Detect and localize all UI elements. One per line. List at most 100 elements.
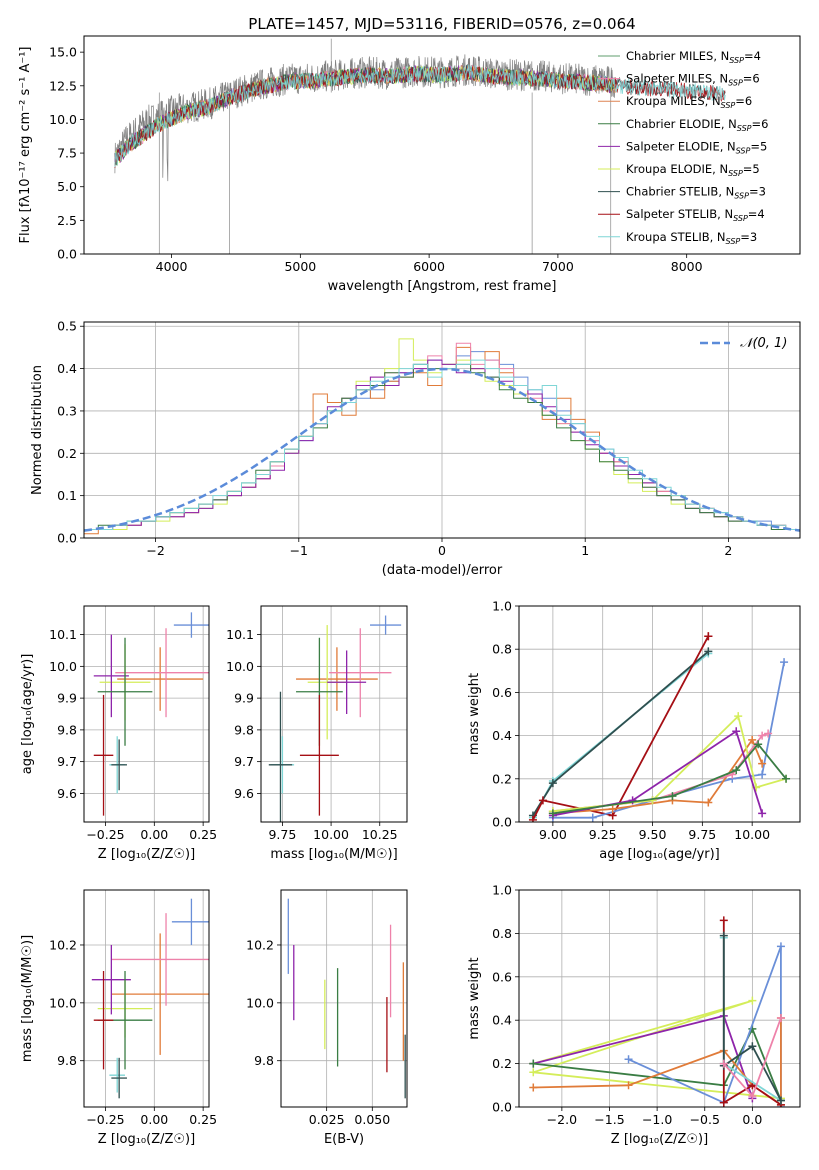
panel-age_weight: 9.00 9.25 9.50 9.75 10.00 0.0 0.2 0.4 0.6 0.8 1.0 a… [467,599,801,862]
legend-label-sub: SSP [728,169,743,178]
legend-label-main: Chabrier ELODIE, N [626,117,737,131]
panel-mass_age: 9.75 10.00 10.25 9.6 9.7 9.8 9.9 10.0 10.1 mass [… [226,605,408,862]
y-tick-label: 0.6 [492,969,512,984]
y-tick-label: 0.3 [57,403,77,418]
panel-z_weight: −2.0 −1.5 −1.0 −0.5 0.0 0.0 0.2 0.4 0.6 0.8 1.0 Z [… [467,883,801,1147]
panel-ebv_mass: 0.025 0.050 9.8 10.0 10.2 E(B-V) [246,889,408,1147]
y-axis-label: Flux [fλ10⁻¹⁷ erg cm⁻² s⁻¹ A⁻¹] [18,47,33,244]
y-tick-label: 0.8 [492,926,512,941]
weight-line [552,738,763,815]
chart-title: PLATE=1457, MJD=53116, FIBERID=0576, z=0… [248,15,635,33]
legend-label-tail: =3 [740,230,757,244]
y-tick-label: 0.0 [57,531,77,546]
weight-marker [776,1014,785,1023]
legend-label-main: Kroupa ELODIE, N [626,162,728,176]
weight-marker [704,798,713,807]
weight-marker [704,647,713,656]
x-tick-label: 10.00 [734,827,770,842]
y-tick-label: 10.0 [226,659,254,674]
legend-label: Salpeter MILES, NSSP=6 [626,72,760,88]
x-axis-label: (data-model)/error [382,563,503,578]
x-tick-label: 7000 [542,259,574,274]
x-tick-label: 6000 [413,259,445,274]
y-tick-label: 0.8 [492,642,512,657]
y-tick-label: 9.9 [234,691,254,706]
y-tick-label: 5.0 [57,179,77,194]
y-tick-label: 9.8 [234,722,254,737]
weight-marker [758,770,767,779]
weight-marker [668,792,677,801]
axes-frame [83,35,801,255]
x-tick-label: −2 [146,543,164,558]
axes-frame [280,889,408,1108]
axes-frame-z_mass: −0.25 0.00 0.25 9.8 10.0 10.2 Z [log₁₀(Z/Z☉)] m… [20,889,217,1147]
weight-marker [748,1042,757,1051]
weight-marker [748,1092,757,1101]
y-tick-label: 0.5 [57,319,77,334]
x-axis-label: age [log₁₀(age/yr)] [599,847,720,862]
axes-frame-residuals: −2 −1 0 1 2 0.0 0.1 0.2 0.3 0.4 0.5 (data-model)/er… [30,319,801,578]
x-tick-label: 10.00 [313,827,349,842]
weight-marker [748,735,757,744]
legend-label-tail: =6 [735,94,752,108]
weight-marker [719,916,728,925]
spectrum-model-line [114,66,726,168]
plot-area-mass_age [268,615,402,822]
spectrum-model-line [114,64,726,168]
y-tick-label: 2.5 [57,213,77,228]
x-tick-label: 5000 [284,259,316,274]
weight-marker [548,809,557,818]
y-tick-label: 0.1 [57,488,77,503]
axes-frame [260,605,408,823]
weight-marker [719,1059,728,1068]
legend-label-sub: SSP [726,237,741,246]
y-tick-label: 0.2 [492,771,512,786]
weight-marker [608,805,617,814]
plot-area-z_mass [91,898,209,1099]
weight-line [533,1026,782,1101]
y-axis-label: mass [log₁₀(M/M☉)] [20,935,35,1062]
legend-label-tail: =4 [748,207,765,221]
y-tick-label: 1.0 [492,883,512,898]
weight-marker [704,632,713,641]
y-tick-label: 9.7 [234,754,254,769]
plot-area-ebv_mass [287,898,406,1099]
y-tick-label: 9.8 [57,1053,77,1068]
weight-marker [548,779,557,788]
legend-label: Chabrier STELIB, NSSP=3 [626,185,766,201]
x-axis-label: Z [log₁₀(Z/Z☉)] [611,1132,708,1147]
legend-label-tail: =4 [744,49,761,63]
x-tick-label: −1 [290,543,308,558]
y-tick-label: 0.4 [492,1013,512,1028]
weight-marker [528,815,537,822]
y-tick-label: 9.7 [57,754,77,769]
y-tick-label: 12.5 [49,78,77,93]
x-tick-label: 2 [724,543,732,558]
weight-marker [748,996,757,1005]
x-tick-label: −0.5 [690,1112,720,1127]
y-axis-label: Normed distribution [30,365,45,495]
x-axis-label: E(B-V) [324,1132,364,1147]
y-tick-label: 0.2 [492,1056,512,1071]
weight-marker [758,759,767,768]
legend-label: Kroupa STELIB, NSSP=3 [626,230,757,246]
weight-marker [628,796,637,805]
legend-label-sub: SSP [729,56,744,65]
legend-label-main: Chabrier STELIB, N [626,185,734,199]
y-tick-label: 7.5 [57,146,77,161]
legend-label-tail: =3 [749,185,766,199]
legend-label-main: Kroupa MILES, N [626,94,721,108]
legend-label-main: Salpeter ELODIE, N [626,139,736,153]
plot-area-z_weight [529,916,785,1107]
axes-frame-mass_age: 9.75 10.00 10.25 9.6 9.7 9.8 9.9 10.0 10.1 mass [… [226,605,408,862]
y-tick-label: 0.6 [492,685,512,700]
x-tick-label: 8000 [671,259,703,274]
plot-area-spectrum [114,38,726,254]
legend-label: Kroupa MILES, NSSP=6 [626,94,752,110]
x-tick-label: −1.0 [642,1112,672,1127]
x-tick-label: 10.25 [362,827,398,842]
axes-frame-age_weight: 9.00 9.25 9.50 9.75 10.00 0.0 0.2 0.4 0.6 0.8 1.0 a… [467,599,801,862]
legend-label: Chabrier ELODIE, NSSP=6 [626,117,768,133]
x-tick-label: 0 [438,543,446,558]
weight-marker [624,1055,633,1064]
